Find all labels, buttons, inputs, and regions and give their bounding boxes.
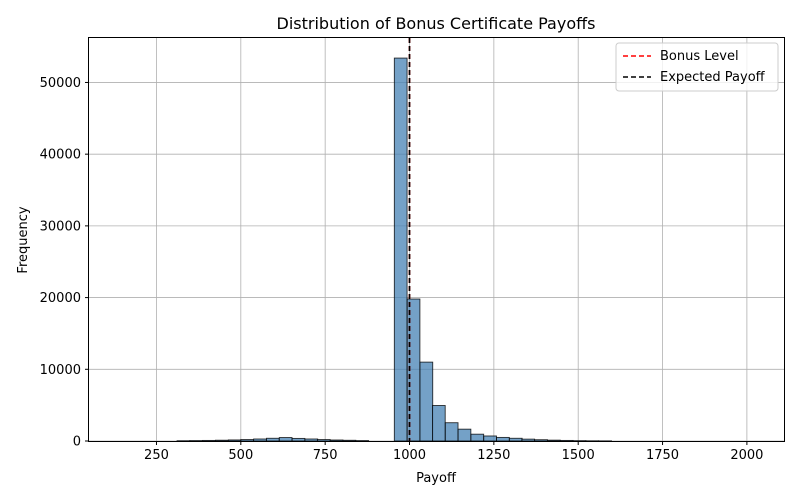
y-axis-label: Frequency [16,206,31,273]
x-tick-label: 1250 [477,448,510,463]
y-tick-label: 40000 [40,148,81,163]
histogram-bar [342,439,357,442]
histogram-bar [559,439,574,442]
histogram-bar [508,437,523,442]
x-axis-ticks: 250 500 750 1000 1250 1500 1750 2000 [144,441,763,463]
y-tick-label: 30000 [40,219,81,234]
x-axis-label: Payoff [416,471,457,486]
histogram-bar [329,439,344,442]
histogram-bar [457,428,472,442]
histogram-bar [266,437,280,442]
histogram-bar [240,439,255,442]
histogram-bar [470,433,485,442]
histogram-bar [316,439,331,442]
y-axis-ticks: 0 10000 20000 30000 40000 50000 [40,76,89,450]
histogram-bar [419,361,434,442]
histogram-bar [291,437,306,442]
histogram-bar [521,438,536,442]
x-tick-label: 2000 [730,448,763,463]
legend-label-bonus-level: Bonus Level [660,49,739,64]
histogram-bar [444,422,459,442]
x-tick-label: 1750 [646,448,679,463]
plot-frame [88,37,785,442]
histogram-bar [215,439,229,442]
histogram-bar [547,439,561,442]
histogram-bar [253,438,267,442]
x-tick-label: 1500 [562,448,595,463]
histogram-bar [278,437,293,442]
y-tick-label: 0 [73,435,81,450]
histogram-bars [176,57,612,442]
histogram-bar [483,435,497,442]
histogram-bar [227,439,242,442]
legend-label-expected-payoff: Expected Payoff [660,70,766,85]
histogram-bar [304,438,319,442]
y-tick-label: 50000 [40,76,81,91]
legend: Bonus Level Expected Payoff [615,42,779,92]
chart-title: Distribution of Bonus Certificate Payoff… [277,14,596,33]
histogram-bar [432,405,446,442]
histogram-bar [496,436,510,442]
histogram-bar [202,439,216,442]
histogram-bar [534,439,548,442]
x-tick-label: 500 [228,448,253,463]
y-tick-label: 10000 [40,363,81,378]
histogram-bar [393,57,408,442]
x-tick-label: 250 [144,448,169,463]
y-tick-label: 20000 [40,291,81,306]
x-tick-label: 1000 [393,448,426,463]
x-tick-label: 750 [313,448,338,463]
legend-box [615,42,779,92]
grid-lines [89,38,784,442]
